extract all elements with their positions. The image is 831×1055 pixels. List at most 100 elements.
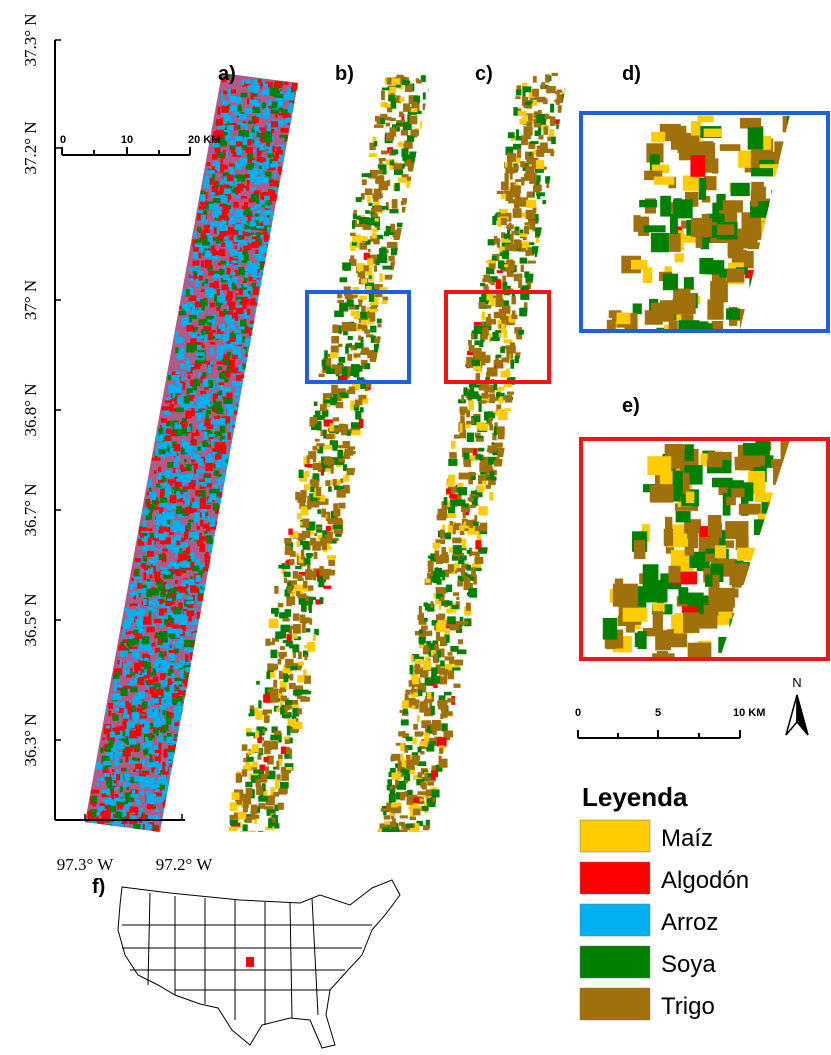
crop-patch bbox=[472, 360, 481, 366]
crop-patch bbox=[245, 126, 248, 130]
crop-patch bbox=[263, 158, 265, 162]
crop-patch bbox=[197, 415, 202, 420]
crop-patch bbox=[482, 328, 488, 336]
crop-patch bbox=[607, 320, 616, 337]
crop-patch bbox=[293, 613, 299, 620]
crop-patch bbox=[406, 796, 413, 805]
crop-patch bbox=[196, 575, 201, 582]
crop-patch bbox=[141, 563, 146, 567]
crop-patch bbox=[227, 268, 231, 275]
crop-patch bbox=[168, 750, 176, 752]
crop-patch bbox=[275, 631, 282, 638]
crop-patch bbox=[189, 678, 196, 681]
crop-patch bbox=[96, 783, 99, 785]
crop-patch bbox=[665, 517, 672, 529]
crop-patch bbox=[330, 423, 335, 431]
crop-patch bbox=[163, 750, 167, 757]
crop-patch bbox=[179, 728, 185, 736]
crop-patch bbox=[465, 364, 472, 367]
crop-patch bbox=[174, 482, 182, 487]
crop-patch bbox=[348, 336, 353, 340]
crop-patch bbox=[243, 349, 246, 354]
crop-patch bbox=[412, 677, 419, 684]
crop-patch bbox=[230, 367, 238, 373]
crop-patch bbox=[521, 199, 525, 206]
crop-patch bbox=[498, 412, 508, 420]
crop-patch bbox=[264, 716, 268, 723]
crop-patch bbox=[340, 478, 343, 483]
crop-patch bbox=[270, 688, 278, 697]
crop-patch bbox=[436, 587, 446, 591]
crop-patch bbox=[222, 165, 228, 170]
crop-patch bbox=[240, 831, 249, 840]
crop-patch bbox=[204, 361, 207, 364]
crop-patch bbox=[257, 755, 261, 760]
crop-patch bbox=[425, 579, 430, 583]
crop-patch bbox=[126, 747, 133, 752]
crop-patch bbox=[317, 509, 321, 514]
crop-patch bbox=[183, 486, 191, 489]
crop-patch bbox=[697, 115, 713, 122]
crop-patch bbox=[129, 821, 137, 824]
crop-patch bbox=[423, 92, 426, 99]
crop-patch bbox=[268, 819, 272, 828]
crop-patch bbox=[245, 339, 250, 347]
crop-patch bbox=[341, 326, 349, 331]
crop-patch bbox=[254, 217, 260, 220]
crop-patch bbox=[188, 579, 195, 585]
crop-patch bbox=[125, 731, 129, 737]
crop-patch bbox=[139, 808, 144, 811]
crop-patch bbox=[538, 110, 541, 113]
crop-patch bbox=[523, 237, 527, 240]
crop-patch bbox=[451, 605, 458, 609]
crop-patch bbox=[644, 225, 666, 232]
crop-patch bbox=[266, 107, 269, 110]
crop-patch bbox=[745, 571, 764, 579]
crop-patch bbox=[497, 191, 504, 194]
crop-patch bbox=[532, 200, 537, 208]
crop-patch bbox=[525, 102, 531, 106]
crop-patch bbox=[113, 780, 116, 783]
crop-patch bbox=[287, 586, 292, 593]
crop-patch bbox=[432, 789, 440, 797]
crop-patch bbox=[135, 674, 139, 678]
crop-patch bbox=[399, 141, 403, 145]
crop-patch bbox=[298, 662, 304, 666]
crop-patch bbox=[186, 358, 189, 365]
crop-patch bbox=[723, 200, 743, 212]
crop-patch bbox=[475, 540, 481, 549]
crop-patch bbox=[170, 765, 173, 767]
crop-patch bbox=[200, 391, 206, 394]
crop-patch bbox=[471, 418, 474, 424]
crop-patch bbox=[246, 732, 255, 736]
crop-patch bbox=[205, 463, 213, 471]
crop-patch bbox=[241, 196, 247, 198]
crop-patch bbox=[133, 612, 141, 616]
crop-patch bbox=[195, 280, 199, 286]
crop-patch bbox=[523, 234, 527, 237]
crop-patch bbox=[120, 688, 127, 696]
crop-patch bbox=[201, 509, 208, 512]
crop-patch bbox=[186, 690, 194, 695]
crop-patch bbox=[707, 299, 723, 319]
crop-patch bbox=[182, 705, 189, 713]
crop-patch bbox=[214, 294, 217, 302]
crop-patch bbox=[494, 312, 500, 318]
crop-patch bbox=[304, 655, 307, 660]
crop-patch bbox=[445, 574, 448, 578]
crop-patch bbox=[326, 526, 331, 531]
crop-patch bbox=[467, 433, 474, 442]
crop-patch bbox=[432, 720, 441, 730]
crop-patch bbox=[132, 758, 140, 761]
crop-patch bbox=[441, 547, 446, 555]
crop-patch bbox=[519, 308, 527, 317]
crop-patch bbox=[444, 730, 453, 737]
crop-patch bbox=[275, 779, 280, 788]
crop-patch bbox=[270, 230, 277, 236]
crop-patch bbox=[210, 347, 213, 355]
crop-patch bbox=[139, 646, 147, 651]
crop-patch bbox=[748, 127, 764, 149]
crop-patch bbox=[177, 425, 181, 429]
crop-patch bbox=[134, 630, 139, 634]
crop-patch bbox=[280, 782, 289, 789]
